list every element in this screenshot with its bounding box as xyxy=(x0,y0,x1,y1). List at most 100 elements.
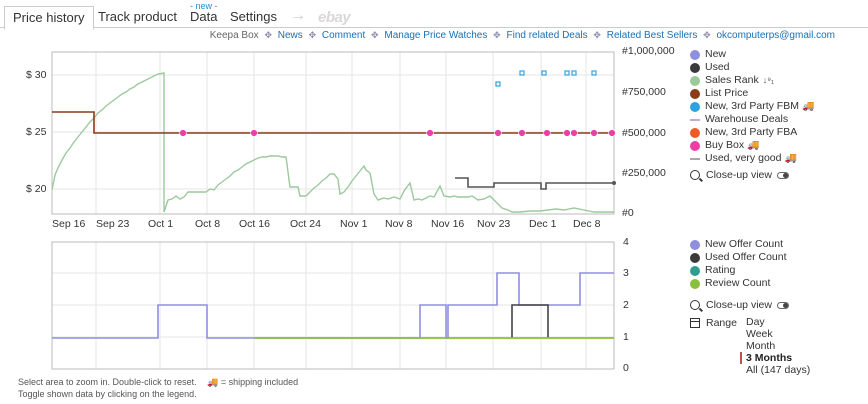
tab-price-history[interactable]: Price history xyxy=(4,6,94,30)
legend-label: Used xyxy=(705,61,730,73)
y-tick-25: $ 25 xyxy=(26,126,47,138)
lower-chart-frame xyxy=(51,241,615,370)
count-tick-3: 3 xyxy=(623,267,629,279)
legend-label: Sales Rank xyxy=(705,74,759,86)
link-row: Keepa Box ✥ News ✥ Comment ✥ Manage Pric… xyxy=(210,30,835,41)
x-tick: Nov 8 xyxy=(385,218,413,230)
x-tick: Oct 1 xyxy=(148,218,174,230)
footer-zoom-hint: Select area to zoom in. Double-click to … xyxy=(18,377,298,388)
tab-ebay[interactable]: ebay xyxy=(318,9,351,26)
review-count-dot-icon xyxy=(690,278,700,289)
legend-used-offer-count[interactable]: Used Offer Count xyxy=(690,251,789,264)
x-tick: Sep 16 xyxy=(52,218,86,230)
tab-track-product[interactable]: Track product xyxy=(98,9,177,24)
used-very-good-dash-icon xyxy=(690,157,700,160)
legend-warehouse[interactable]: Warehouse Deals xyxy=(690,113,814,126)
x-tick: Nov 23 xyxy=(477,218,511,230)
legend-label: Buy Box xyxy=(705,139,745,151)
x-tick: Oct 16 xyxy=(239,218,270,230)
toggle-icon[interactable] xyxy=(776,301,789,309)
truck-icon: 🚚 xyxy=(784,153,797,164)
lower-legend: New Offer Count Used Offer Count Rating … xyxy=(690,238,789,311)
separator-icon: ✥ xyxy=(493,30,501,40)
count-tick-1: 1 xyxy=(623,331,629,343)
range-header: Range xyxy=(690,316,737,329)
fba-dot-icon xyxy=(690,127,700,138)
x-tick: Dec 1 xyxy=(529,218,557,230)
tab-settings[interactable]: Settings xyxy=(230,9,277,24)
legend-label: New, 3rd Party FBA xyxy=(705,126,798,138)
best-sellers-link[interactable]: Related Best Sellers xyxy=(606,30,698,41)
email-link[interactable]: okcomputerps@gmail.com xyxy=(716,30,835,41)
new-badge: - new - xyxy=(189,1,218,11)
rank-tick-0: #0 xyxy=(622,207,634,219)
sort-icon[interactable]: ↓⁹₁ xyxy=(762,75,775,85)
legend-used-very-good[interactable]: Used, very good 🚚 xyxy=(690,152,814,165)
range-3-months[interactable]: 3 Months xyxy=(740,352,792,364)
legend-new-offer-count[interactable]: New Offer Count xyxy=(690,238,789,251)
truck-icon: 🚚 xyxy=(207,377,219,387)
range-day[interactable]: Day xyxy=(746,316,765,328)
lower-close-up-view-toggle[interactable]: Close-up view xyxy=(690,299,789,311)
magnifier-icon xyxy=(690,300,700,310)
separator-icon: ✥ xyxy=(593,30,601,40)
range-label: Range xyxy=(706,316,737,329)
y-tick-30: $ 30 xyxy=(26,69,47,81)
comment-link[interactable]: Comment xyxy=(321,30,366,41)
keepa-box-link[interactable]: Keepa Box xyxy=(209,30,259,41)
legend-label: Used, very good xyxy=(705,152,782,164)
x-tick: Sep 23 xyxy=(96,218,130,230)
legend-review-count[interactable]: Review Count xyxy=(690,277,789,290)
legend-label: Used Offer Count xyxy=(705,251,787,263)
range-week[interactable]: Week xyxy=(746,328,773,340)
count-tick-4: 4 xyxy=(623,236,629,248)
legend-label: List Price xyxy=(705,87,749,99)
legend-used[interactable]: Used xyxy=(690,61,814,74)
count-tick-0: 0 xyxy=(623,362,629,374)
arrow-icon: → xyxy=(290,7,306,24)
used-offer-count-line xyxy=(511,304,549,338)
used-end-marker xyxy=(612,181,616,185)
find-deals-link[interactable]: Find related Deals xyxy=(506,30,588,41)
legend-list-price[interactable]: List Price xyxy=(690,87,814,100)
magnifier-icon xyxy=(690,170,700,180)
separator-icon: ✥ xyxy=(308,30,317,40)
range-all[interactable]: All (147 days) xyxy=(746,364,811,376)
new-dot-icon xyxy=(690,49,700,60)
warehouse-dash-icon xyxy=(690,118,700,121)
legend-fbm[interactable]: New, 3rd Party FBM 🚚 xyxy=(690,100,814,113)
legend-buy-box[interactable]: Buy Box 🚚 xyxy=(690,139,814,152)
main-legend: New Used Sales Rank ↓⁹₁ List Price New, 3… xyxy=(690,48,814,181)
legend-fba[interactable]: New, 3rd Party FBA xyxy=(690,126,814,139)
rating-dot-icon xyxy=(690,265,700,276)
toggle-icon[interactable] xyxy=(776,171,789,179)
rank-tick-250k: #250,000 xyxy=(622,167,666,179)
new-offer-dot-icon xyxy=(690,239,700,250)
legend-label: New, 3rd Party FBM xyxy=(705,100,799,112)
close-up-view-toggle[interactable]: Close-up view xyxy=(690,169,814,181)
range-month[interactable]: Month xyxy=(746,340,776,352)
separator-icon: ✥ xyxy=(703,30,711,40)
x-tick: Nov 16 xyxy=(431,218,465,230)
news-link[interactable]: News xyxy=(277,30,303,41)
legend-rating[interactable]: Rating xyxy=(690,264,789,277)
x-tick: Nov 1 xyxy=(340,218,368,230)
legend-sales-rank[interactable]: Sales Rank ↓⁹₁ xyxy=(690,74,814,87)
truck-icon: 🚚 xyxy=(801,101,815,112)
list-price-dot-icon xyxy=(690,88,700,99)
manage-watches-link[interactable]: Manage Price Watches xyxy=(384,30,488,41)
legend-label: New xyxy=(705,48,727,60)
close-up-label: Close-up view xyxy=(706,299,772,311)
legend-label: Rating xyxy=(705,264,736,276)
list-price-line xyxy=(52,111,614,134)
sales-rank-dot-icon xyxy=(690,75,700,86)
legend-label: Review Count xyxy=(705,277,771,289)
shipping-hint: = shipping included xyxy=(220,377,299,387)
legend-new[interactable]: New xyxy=(690,48,814,61)
x-tick: Dec 8 xyxy=(573,218,601,230)
range-selector: Range Day Week Month 3 Months All (147 d… xyxy=(690,316,810,376)
tab-data-label: Data xyxy=(190,9,218,24)
tab-data[interactable]: - new - Data xyxy=(182,1,225,28)
used-price-line xyxy=(455,177,614,190)
